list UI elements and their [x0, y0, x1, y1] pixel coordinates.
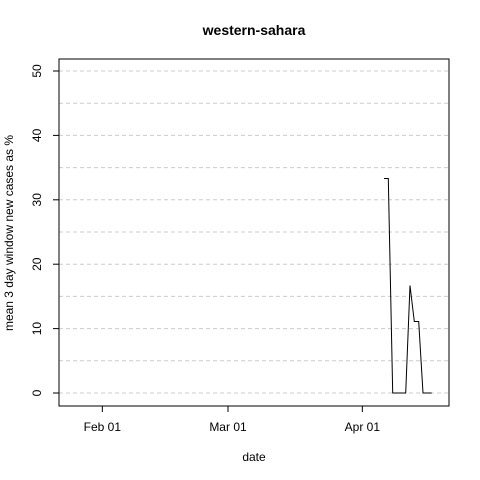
y-axis: 0 10 20 30 40 50	[30, 64, 59, 396]
y-axis-label: mean 3 day window new cases as %	[2, 135, 16, 331]
x-axis-label: date	[242, 450, 266, 464]
chart-title: western-sahara	[202, 22, 306, 38]
y-tick-label: 0	[30, 389, 44, 396]
grid	[59, 70, 449, 394]
y-tick-label: 30	[30, 193, 44, 207]
x-tick-label: Feb 01	[84, 420, 122, 434]
y-tick-label: 50	[30, 64, 44, 78]
x-tick-label: Mar 01	[209, 420, 247, 434]
x-axis: Feb 01 Mar 01 Apr 01	[84, 406, 381, 434]
y-tick-label: 20	[30, 257, 44, 271]
y-tick-label: 10	[30, 322, 44, 336]
plot-frame	[58, 58, 450, 407]
x-tick-label: Apr 01	[345, 420, 381, 434]
series-line	[384, 178, 432, 394]
y-tick-label: 40	[30, 128, 44, 142]
